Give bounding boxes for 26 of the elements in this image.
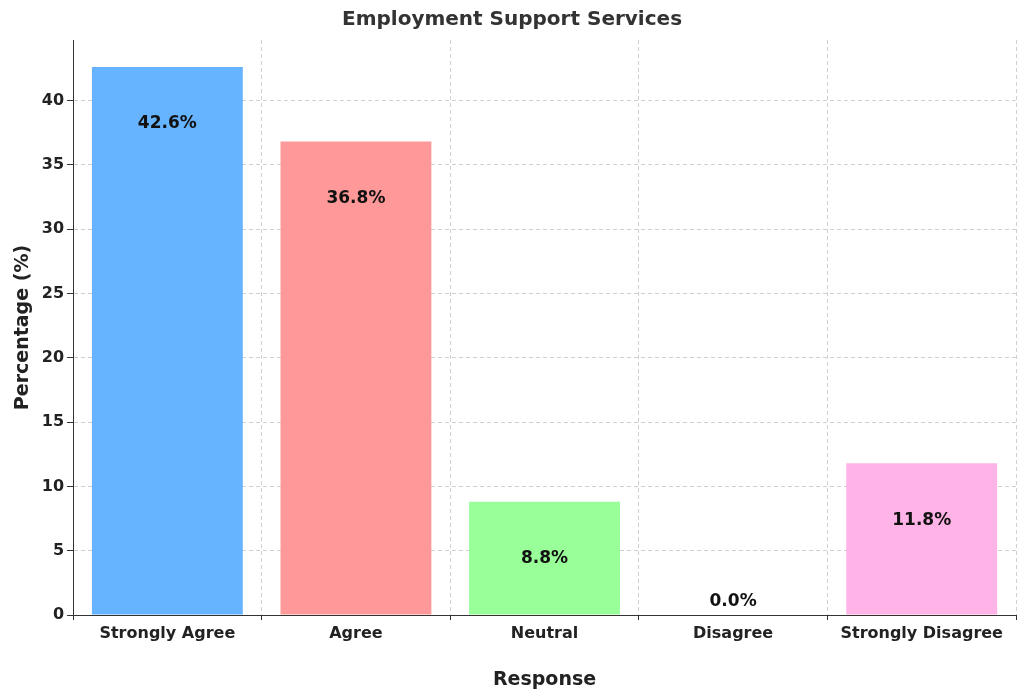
bar bbox=[91, 67, 243, 615]
y-axis-title: Percentage (%) bbox=[10, 244, 33, 411]
bar bbox=[469, 501, 620, 615]
y-tick-label: 15 bbox=[41, 411, 65, 431]
x-axis-title: Response bbox=[492, 666, 597, 689]
x-tick-label: Neutral bbox=[510, 622, 579, 642]
y-tick-label: 0 bbox=[52, 604, 65, 624]
y-tick-label: 30 bbox=[41, 218, 65, 238]
x-tick-label: Agree bbox=[329, 622, 383, 642]
y-tick-label: 20 bbox=[41, 346, 65, 366]
y-tick-label: 40 bbox=[41, 89, 65, 109]
chart-title: Employment Support Services bbox=[341, 6, 683, 31]
data-label: 0.0% bbox=[709, 590, 757, 611]
y-tick-label: 35 bbox=[41, 153, 65, 173]
bar bbox=[280, 141, 432, 615]
y-tick-label: 5 bbox=[52, 539, 65, 559]
x-tick-label: Strongly Disagree bbox=[840, 622, 1004, 642]
y-tick-label: 25 bbox=[41, 282, 65, 302]
data-label: 42.6% bbox=[137, 112, 197, 133]
x-tick-label: Disagree bbox=[693, 622, 774, 642]
bar bbox=[846, 463, 998, 615]
data-label: 8.8% bbox=[520, 547, 569, 568]
data-label: 11.8% bbox=[892, 508, 952, 529]
data-label: 36.8% bbox=[326, 187, 386, 208]
y-tick-label: 10 bbox=[41, 475, 65, 495]
x-tick-label: Strongly Agree bbox=[99, 622, 236, 642]
